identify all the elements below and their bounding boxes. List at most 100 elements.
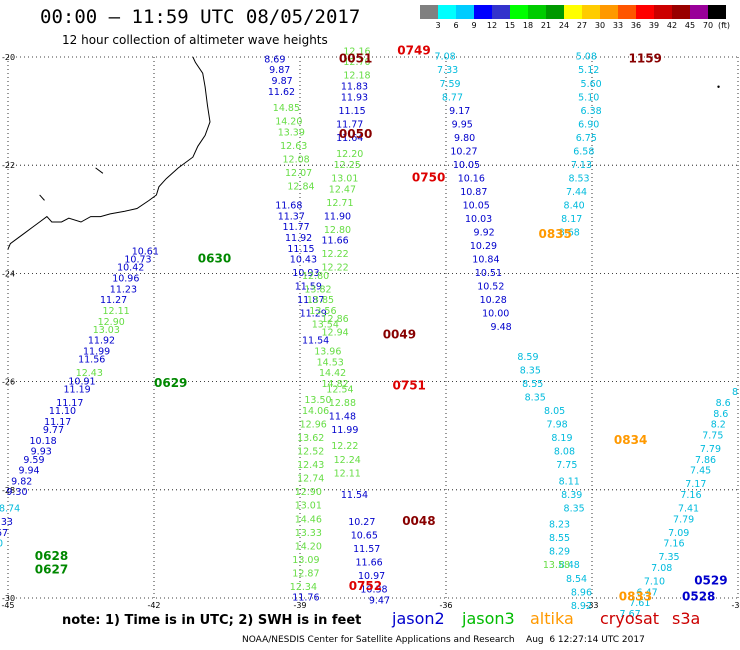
color-scale-unit: (ft): [718, 21, 731, 30]
wave-height-value: 11.59: [295, 282, 322, 293]
wave-height-value: 13.58: [543, 560, 570, 571]
wave-height-value: 14.46: [295, 514, 322, 525]
wave-height-value: 12.96: [300, 420, 327, 431]
wave-height-value: 10.73: [124, 255, 151, 266]
wave-height-value: 7.09: [668, 528, 689, 539]
color-scale-label: 18: [522, 21, 534, 30]
pass-time-label: 0049: [383, 327, 416, 341]
wave-height-value: 11.77: [282, 222, 309, 233]
wave-height-value: 12.90: [295, 487, 322, 498]
wave-height-value: 11.99: [331, 425, 358, 436]
wave-height-value: 10.28: [480, 295, 507, 306]
wave-height-value: 10.61: [132, 247, 159, 258]
wave-height-value: 8.59: [517, 352, 538, 363]
wave-height-value: 5.10: [578, 92, 599, 103]
wave-height-value: 10.84: [472, 255, 499, 266]
pass-time-label: 1159: [629, 51, 662, 65]
wave-height-value: 12.71: [326, 198, 353, 209]
wave-height-value: 11.93: [341, 92, 368, 103]
lat-tick-label: -22: [2, 161, 15, 170]
wave-height-value: 12.47: [329, 184, 356, 195]
wave-height-value: 9.59: [23, 455, 44, 466]
wave-height-value: 8.69: [264, 54, 285, 65]
wave-height-value: 12.08: [282, 155, 309, 166]
wave-height-value: 9.80: [454, 133, 475, 144]
wave-height-value: 14.85: [273, 103, 300, 114]
lat-tick-label: -20: [2, 53, 15, 62]
wave-height-value: 14.42: [319, 368, 346, 379]
color-scale-label: 3: [435, 21, 441, 30]
wave-height-value: 11.77: [336, 119, 363, 130]
wave-height-value: 8.17: [561, 214, 582, 225]
wave-height-value: 14.20: [295, 541, 322, 552]
wave-height-value: 12.16: [343, 46, 370, 57]
wave-height-value: 11.23: [110, 284, 137, 295]
wave-height-value: 7.79: [700, 444, 721, 455]
wave-height-value: 13.01: [331, 173, 358, 184]
wave-height-value: 8.48: [559, 560, 580, 571]
island: [717, 85, 720, 88]
wave-height-value: 7.98: [547, 420, 568, 431]
wave-height-value: 8.05: [544, 406, 565, 417]
wave-height-value: 11.92: [285, 233, 312, 244]
pass-time-label: 0628: [35, 549, 68, 563]
wave-height-value: 13.09: [292, 555, 319, 566]
lon-tick-label: -42: [147, 601, 160, 610]
track-b-jason2: 8.699.879.8711.6211.6811.3711.7711.9211.…: [264, 54, 329, 346]
wave-height-value: 11.57: [353, 544, 380, 555]
track-d-altika: 7.08 7.33 7.59 8.77 8.59 8.35 8.55 8.35 8.05 7.98…: [435, 52, 592, 612]
wave-height-value: 11.37: [278, 211, 305, 222]
color-scale-label: 45: [684, 21, 696, 30]
wave-height-value: 8.11: [559, 476, 580, 487]
wave-height-value: 13.33: [295, 528, 322, 539]
lat-lon-grid: [7, 56, 739, 599]
pass-time-label: 0833: [619, 590, 652, 604]
wave-height-value: 8.6: [716, 398, 731, 409]
wave-height-value: 10.51: [475, 268, 502, 279]
lat-tick-label: -24: [2, 269, 15, 278]
footer-timestamp: Aug 6 12:27:14 UTC 2017: [526, 635, 645, 645]
color-scale-swatch: [672, 5, 690, 19]
wave-height-value: 12.54: [326, 384, 353, 395]
color-scale-label: 9: [471, 21, 477, 30]
wave-height-value: 10.29: [470, 241, 497, 252]
island: [39, 194, 45, 201]
wave-height-value: 10.38: [360, 585, 387, 596]
wave-height-value: 7.17: [685, 479, 706, 490]
pass-time-label: 0050: [339, 127, 372, 141]
track-a-altika: 8.748.808.137.657.82: [0, 503, 20, 549]
wave-height-value: 11.83: [341, 82, 368, 93]
wave-height-value: 13.54: [312, 320, 339, 331]
wave-height-value: 10.05: [463, 201, 490, 212]
wave-height-value: 12.22: [321, 263, 348, 274]
color-scale-swatch: [474, 5, 492, 19]
wave-height-value: 8.74: [0, 503, 20, 514]
wave-height-value: 10.16: [458, 173, 485, 184]
wave-height-value: 11.29: [300, 309, 327, 320]
color-scale-swatch: [510, 5, 528, 19]
track-f-altika: 88.68.68.27.757.797.867.457.177.167.417.…: [620, 387, 738, 620]
track-d-jason2: 9.17 9.95 9.80 10.27 10.05 10.16 10.87 10.05 10.…: [449, 106, 512, 333]
color-scale-swatch: [564, 5, 582, 19]
wave-height-value: 7.79: [673, 514, 694, 525]
wave-height-value: 5.60: [581, 79, 602, 90]
wave-height-value: 12.11: [102, 306, 129, 317]
wave-height-value: 9.95: [452, 119, 473, 130]
color-scale-label: 12: [486, 21, 498, 30]
wave-height-value: 12.20: [336, 149, 363, 160]
wave-height-value: 5.12: [578, 65, 599, 76]
legend-jason3: jason3: [462, 609, 515, 628]
wave-height-value: 11.48: [329, 412, 356, 423]
legend-cryosat: cryosat: [600, 609, 660, 628]
wave-height-value: 8.35: [525, 393, 546, 404]
wave-height-value: 12.84: [287, 182, 314, 193]
color-scale-label: 42: [666, 21, 678, 30]
wave-height-value: 14.06: [302, 406, 329, 417]
footer: NOAA/NESDIS Center for Satellite Applica…: [242, 635, 645, 645]
wave-height-value: 8.92: [571, 601, 592, 612]
wave-height-value: 8.68: [559, 228, 580, 239]
island: [95, 167, 104, 174]
wave-height-value: 7.08: [435, 52, 456, 63]
